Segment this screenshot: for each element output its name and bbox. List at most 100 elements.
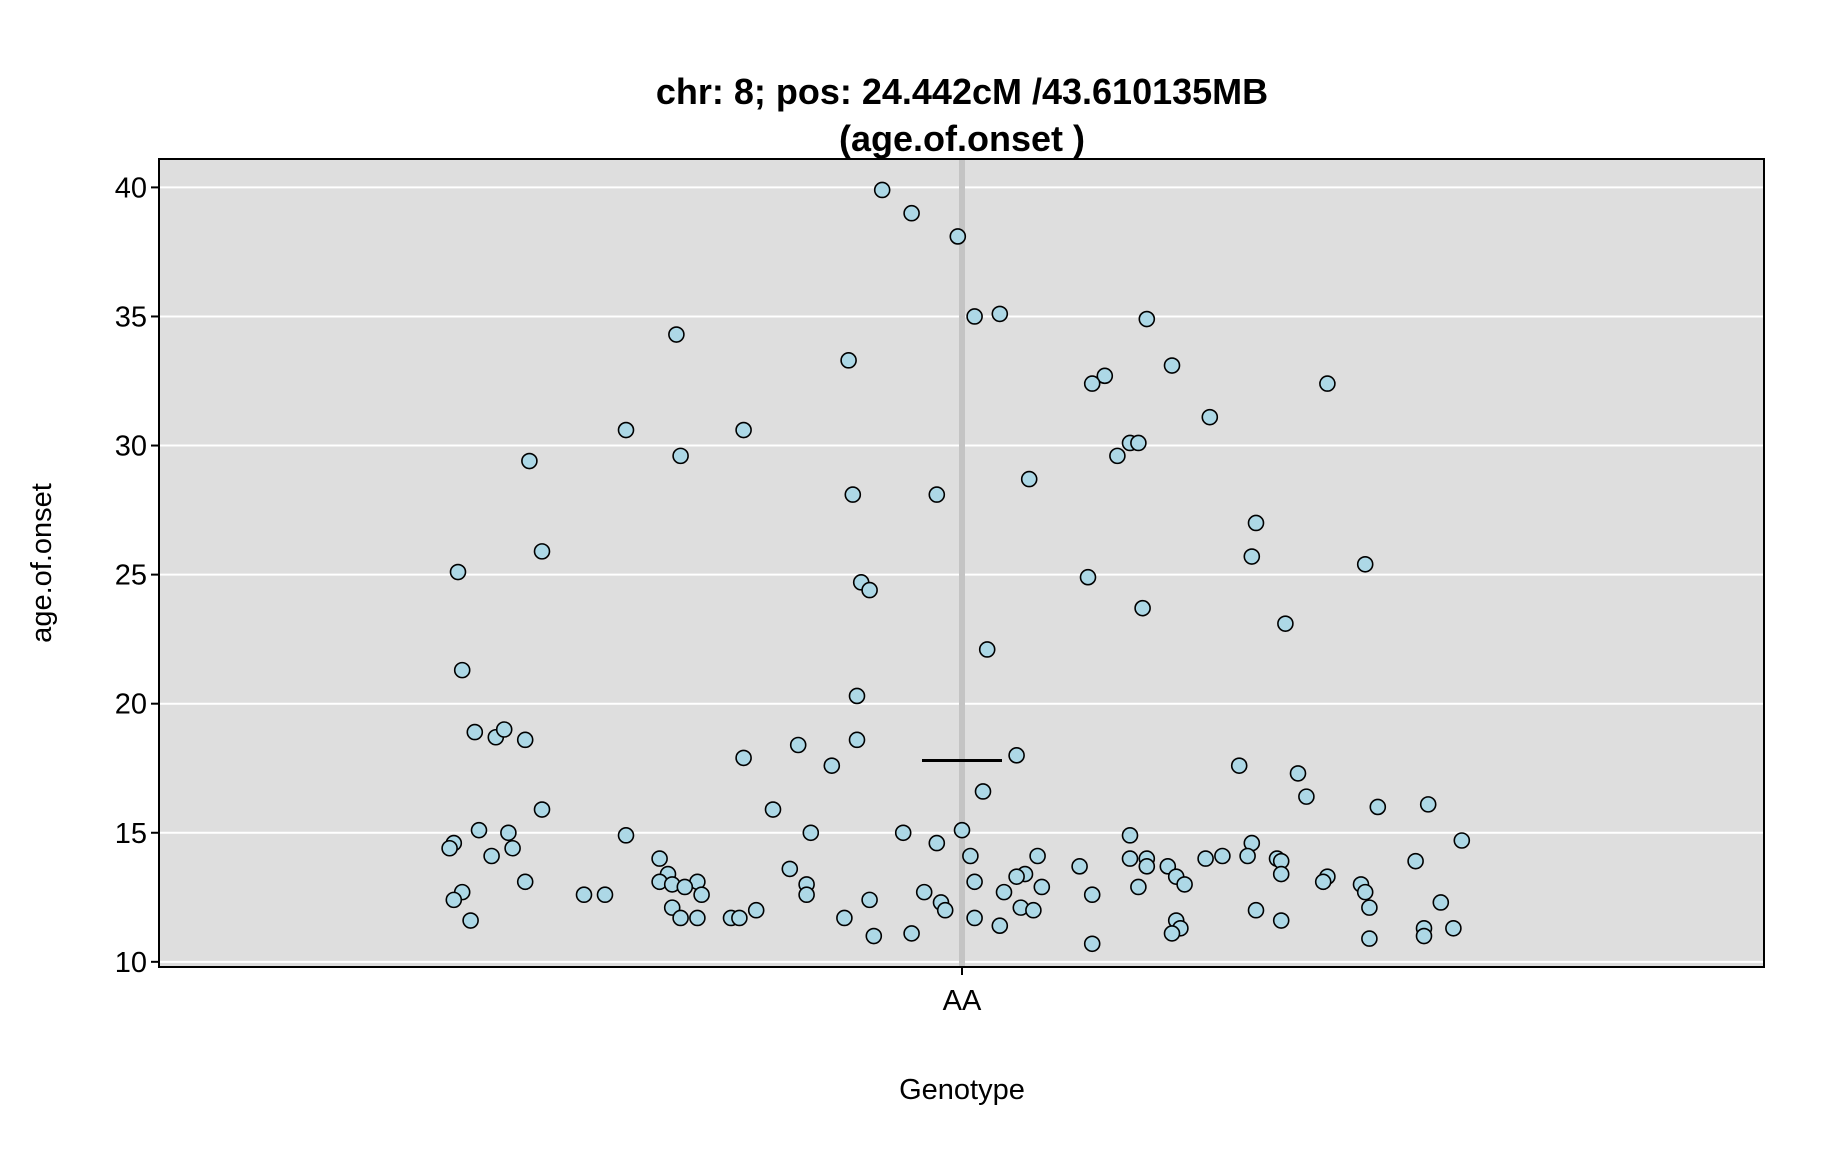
data-point bbox=[1138, 310, 1156, 328]
y-tick-label: 15 bbox=[115, 818, 147, 850]
data-point bbox=[449, 563, 467, 581]
data-point bbox=[966, 308, 983, 325]
data-point bbox=[504, 839, 521, 857]
data-point bbox=[1134, 599, 1151, 617]
data-point bbox=[693, 886, 710, 904]
data-point bbox=[848, 731, 866, 749]
data-point bbox=[873, 181, 891, 199]
data-point bbox=[533, 801, 551, 818]
data-point bbox=[1272, 865, 1290, 883]
data-point bbox=[1083, 886, 1101, 904]
data-point bbox=[1214, 847, 1231, 865]
data-point bbox=[953, 821, 971, 839]
data-point bbox=[974, 783, 992, 800]
data-point bbox=[1083, 375, 1101, 392]
data-point bbox=[1356, 555, 1374, 573]
data-point bbox=[861, 891, 878, 909]
data-point bbox=[966, 873, 983, 891]
data-point bbox=[1369, 798, 1387, 816]
data-point bbox=[483, 847, 500, 865]
data-point bbox=[991, 305, 1009, 323]
data-point bbox=[764, 801, 782, 818]
data-point bbox=[1163, 357, 1181, 374]
data-point bbox=[1247, 901, 1265, 919]
data-point bbox=[1415, 927, 1433, 945]
data-point bbox=[500, 824, 517, 842]
data-point bbox=[802, 824, 820, 842]
data-point bbox=[516, 731, 534, 749]
data-point bbox=[789, 736, 807, 754]
data-point bbox=[894, 824, 912, 842]
data-point bbox=[1163, 925, 1181, 942]
x-axis-ticks: AA bbox=[943, 967, 982, 1017]
data-point bbox=[1197, 850, 1214, 867]
data-point bbox=[844, 486, 862, 503]
y-tick-label: 35 bbox=[115, 301, 147, 333]
data-point bbox=[903, 925, 920, 942]
data-point bbox=[466, 723, 484, 741]
data-point bbox=[962, 847, 979, 865]
data-point bbox=[823, 757, 841, 774]
data-point bbox=[575, 886, 593, 904]
data-point bbox=[1419, 796, 1437, 813]
data-point bbox=[928, 486, 946, 503]
data-point bbox=[1314, 873, 1332, 891]
data-point bbox=[1008, 868, 1025, 885]
data-point bbox=[735, 749, 752, 767]
y-tick-label: 20 bbox=[115, 689, 147, 721]
data-point bbox=[1079, 568, 1097, 586]
data-point bbox=[991, 917, 1009, 934]
data-point bbox=[1176, 876, 1193, 893]
data-point bbox=[521, 452, 538, 470]
chart-title-line1: chr: 8; pos: 24.442cM /43.610135MB bbox=[656, 71, 1268, 112]
data-point bbox=[1239, 847, 1256, 865]
y-tick-label: 10 bbox=[115, 947, 147, 979]
data-point bbox=[1230, 757, 1248, 774]
data-point bbox=[1201, 408, 1219, 426]
data-point bbox=[441, 839, 458, 857]
data-point bbox=[966, 909, 983, 927]
data-point bbox=[915, 883, 933, 901]
y-tick-label: 25 bbox=[115, 560, 147, 592]
data-point bbox=[781, 860, 799, 878]
data-point bbox=[949, 228, 967, 245]
chart-title-line2: (age.of.onset ) bbox=[839, 118, 1085, 159]
data-point bbox=[1243, 548, 1261, 565]
data-point bbox=[1432, 894, 1450, 911]
data-point bbox=[651, 850, 668, 867]
data-point bbox=[836, 909, 853, 927]
data-point bbox=[617, 827, 635, 844]
data-point bbox=[1033, 878, 1051, 896]
data-point bbox=[672, 447, 689, 465]
y-tick-label: 40 bbox=[115, 172, 147, 204]
data-point bbox=[848, 687, 866, 705]
y-axis-label: age.of.onset bbox=[26, 483, 58, 643]
data-point bbox=[516, 873, 534, 891]
data-point bbox=[1071, 858, 1088, 875]
data-point bbox=[1361, 930, 1378, 947]
data-point bbox=[1453, 832, 1471, 849]
data-point bbox=[1289, 765, 1307, 782]
data-point bbox=[1008, 747, 1025, 764]
data-point bbox=[668, 326, 685, 343]
data-point bbox=[470, 821, 488, 839]
data-point bbox=[1130, 878, 1147, 896]
data-point bbox=[861, 581, 878, 599]
data-point bbox=[903, 204, 920, 222]
data-point bbox=[1272, 912, 1290, 929]
data-point bbox=[995, 883, 1013, 901]
data-point bbox=[1298, 788, 1315, 805]
data-point bbox=[865, 927, 883, 945]
data-point bbox=[1356, 883, 1374, 901]
data-point bbox=[1445, 919, 1462, 937]
data-point bbox=[445, 891, 463, 909]
data-point bbox=[672, 909, 689, 927]
data-point bbox=[731, 909, 748, 927]
data-point bbox=[747, 901, 765, 919]
data-point bbox=[1020, 470, 1038, 488]
data-point bbox=[840, 352, 857, 369]
data-point bbox=[1319, 375, 1336, 392]
data-point bbox=[617, 421, 635, 439]
data-point bbox=[689, 909, 706, 927]
